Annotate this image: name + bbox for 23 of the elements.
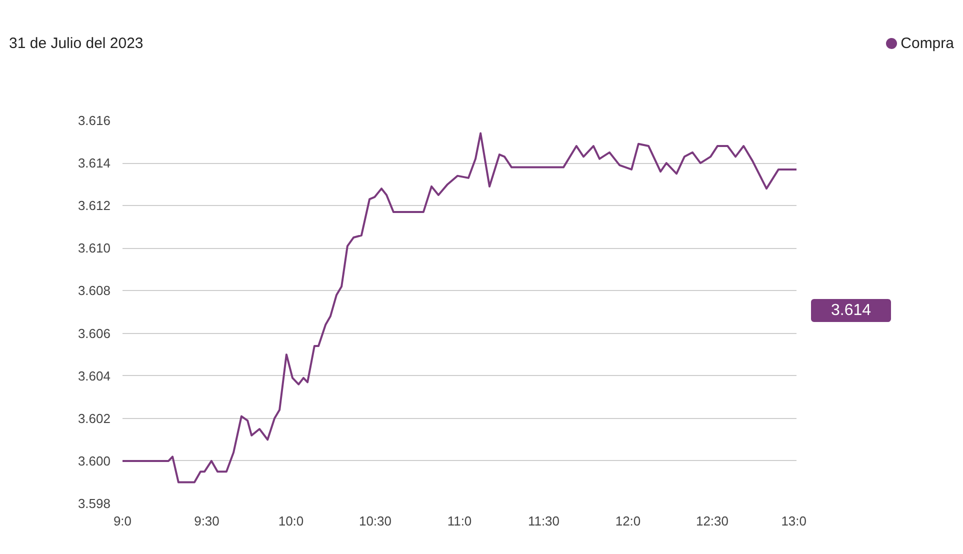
x-tick-label: 13:0 [781,514,807,528]
badge: 3.614 [811,299,891,322]
legend-item: Compra [886,33,954,54]
y-tick-label: 3.612 [78,198,111,214]
y-tick-label: 3.602 [78,410,111,426]
y-tick-label: 3.608 [78,283,111,298]
y-tick-label: 3.614 [78,156,111,171]
x-tick-label: 12:30 [696,514,729,528]
x-tick-label: 9:30 [194,514,220,528]
x-tick-label: 11:0 [447,514,472,528]
y-tick-label: 3.598 [78,496,111,511]
x-tick-label: 10:0 [278,514,304,528]
title: 31 de Julio del 2023 [9,34,144,54]
line-series [122,132,796,484]
y-tick-label: 3.600 [78,453,111,468]
x-tick-label: 11:30 [528,514,560,528]
x-tick-label: 12:0 [615,514,641,528]
x-tick-label: 10:30 [358,514,392,528]
x-tick-label: 9:0 [113,514,132,528]
y-tick-label: 3.610 [78,240,111,256]
y-tick-label: 3.606 [78,326,111,341]
y-tick-label: 3.616 [78,113,111,128]
y-tick-label: 3.604 [78,368,111,384]
